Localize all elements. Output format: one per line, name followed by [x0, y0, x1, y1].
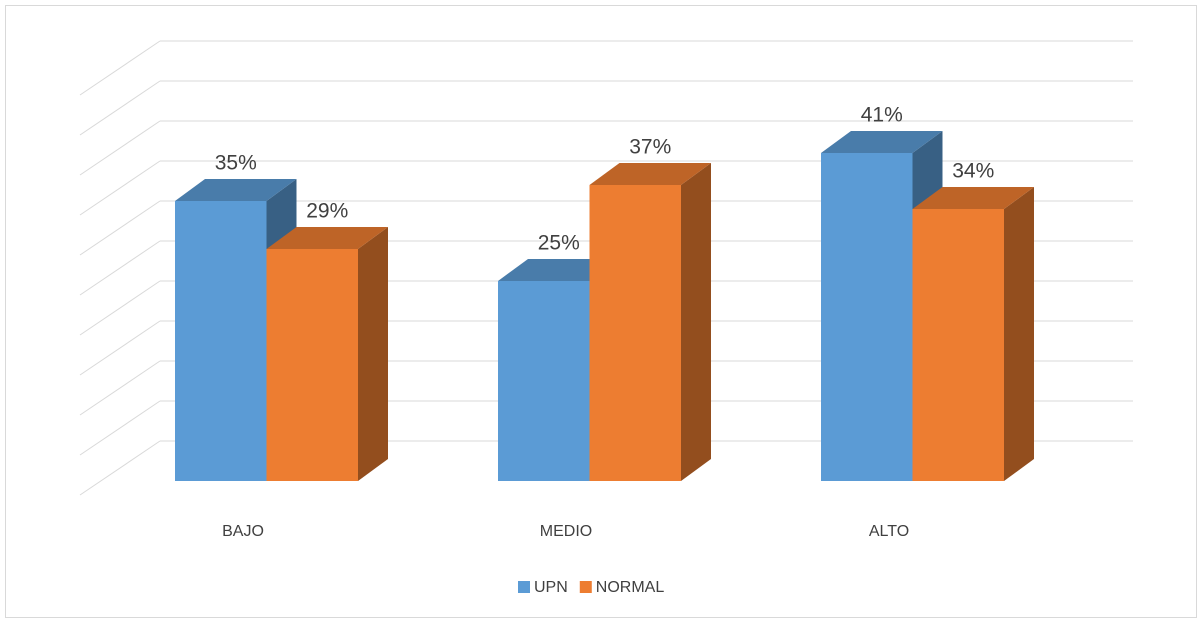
- legend-swatch: [579, 581, 592, 593]
- data-label: 25%: [538, 232, 580, 255]
- legend-label: NORMAL: [596, 579, 665, 596]
- bar-top: [589, 163, 711, 185]
- bar: [821, 153, 913, 481]
- legend-swatch: [518, 581, 530, 593]
- bar-side: [1004, 187, 1034, 481]
- data-label: 35%: [215, 152, 257, 175]
- bar: [589, 185, 681, 481]
- data-label: 29%: [306, 200, 348, 223]
- side-grid-line: [79, 280, 161, 336]
- side-grid-line: [79, 40, 161, 96]
- x-tick-label: BAJO: [222, 523, 264, 540]
- side-grid-line: [79, 120, 161, 176]
- bar: [175, 201, 267, 481]
- legend-label: UPN: [534, 579, 568, 596]
- side-grid-line: [79, 200, 161, 256]
- bar: [498, 281, 590, 481]
- data-label: 34%: [952, 160, 994, 183]
- bar-top: [266, 227, 388, 249]
- side-grid-line: [79, 80, 161, 136]
- data-label: 37%: [629, 136, 671, 159]
- bar-side: [681, 163, 711, 481]
- side-grid-line: [79, 400, 161, 456]
- bar-top: [175, 179, 297, 201]
- bar-top: [821, 131, 943, 153]
- bar-side: [358, 227, 388, 481]
- side-grid-line: [79, 160, 161, 216]
- bar-top: [912, 187, 1034, 209]
- bar-top: [498, 259, 620, 281]
- bar: [912, 209, 1004, 481]
- side-grid-line: [79, 320, 161, 376]
- x-tick-label: MEDIO: [540, 523, 592, 540]
- bar: [266, 249, 358, 481]
- x-tick-label: ALTO: [869, 523, 909, 540]
- data-label: 41%: [861, 104, 903, 127]
- side-grid-line: [79, 440, 161, 496]
- side-grid-line: [79, 360, 161, 416]
- side-grid-line: [79, 240, 161, 296]
